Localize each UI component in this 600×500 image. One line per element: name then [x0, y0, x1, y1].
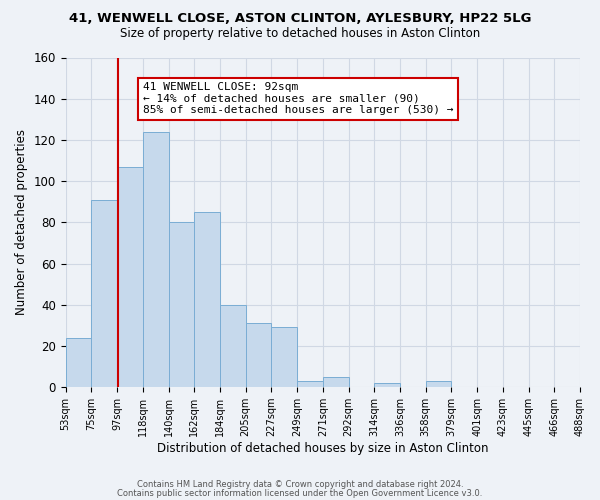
Text: Size of property relative to detached houses in Aston Clinton: Size of property relative to detached ho…	[120, 28, 480, 40]
Bar	[374, 383, 400, 387]
Text: 41, WENWELL CLOSE, ASTON CLINTON, AYLESBURY, HP22 5LG: 41, WENWELL CLOSE, ASTON CLINTON, AYLESB…	[69, 12, 531, 26]
Text: 41 WENWELL CLOSE: 92sqm
← 14% of detached houses are smaller (90)
85% of semi-de: 41 WENWELL CLOSE: 92sqm ← 14% of detache…	[143, 82, 454, 116]
Bar	[271, 328, 297, 387]
Bar	[169, 222, 194, 387]
Bar	[117, 166, 143, 387]
Bar	[143, 132, 169, 387]
Text: Contains public sector information licensed under the Open Government Licence v3: Contains public sector information licen…	[118, 488, 482, 498]
Bar	[425, 381, 451, 387]
Bar	[194, 212, 220, 387]
X-axis label: Distribution of detached houses by size in Aston Clinton: Distribution of detached houses by size …	[157, 442, 488, 455]
Bar	[245, 324, 271, 387]
Bar	[323, 377, 349, 387]
Y-axis label: Number of detached properties: Number of detached properties	[15, 130, 28, 316]
Bar	[220, 305, 245, 387]
Text: Contains HM Land Registry data © Crown copyright and database right 2024.: Contains HM Land Registry data © Crown c…	[137, 480, 463, 489]
Bar	[91, 200, 117, 387]
Bar	[297, 381, 323, 387]
Bar	[65, 338, 91, 387]
